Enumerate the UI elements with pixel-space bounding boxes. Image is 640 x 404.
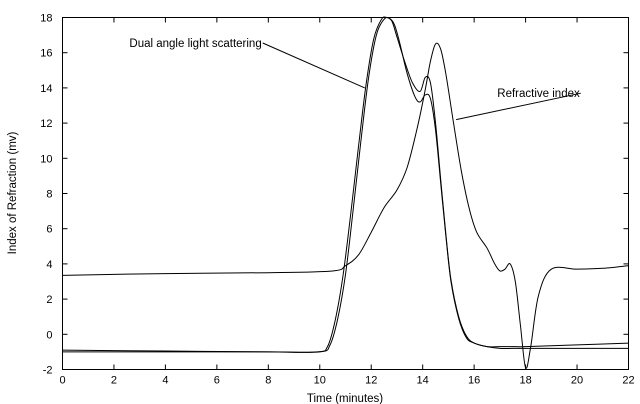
series-line-refractive-index	[62, 42, 629, 369]
annotation-label: Dual angle light scattering	[129, 38, 261, 50]
y-tick-label: 16	[40, 48, 52, 60]
x-axis: 0 2 4 6 8 10 12 14 16 18 20 22	[59, 17, 635, 387]
x-tick-label: 8	[265, 375, 271, 387]
x-tick-label: 10	[314, 375, 326, 387]
annotation-layer: Dual angle light scattering Refractive in…	[129, 38, 581, 121]
x-axis-title: Time (minutes)	[307, 393, 383, 404]
y-axis: -2 0 2 4 6 8 10 12 14 16 18	[40, 13, 629, 377]
y-axis-title: Index of Refraction (mv)	[7, 131, 19, 254]
y-tick-label: 0	[46, 329, 52, 341]
x-tick-label: 12	[365, 375, 377, 387]
x-tick-label: 0	[59, 375, 65, 387]
y-tick-label: 2	[46, 294, 52, 306]
x-tick-label: 2	[111, 375, 117, 387]
series-layer	[62, 16, 629, 369]
y-tick-label: -2	[43, 365, 53, 377]
y-tick-label: 8	[46, 189, 52, 201]
annotation-leader	[262, 42, 365, 89]
y-tick-label: 18	[40, 13, 52, 25]
x-tick-label: 20	[571, 375, 583, 387]
x-tick-label: 18	[519, 375, 531, 387]
series-line-scatter-high	[62, 16, 629, 353]
y-tick-label: 6	[46, 224, 52, 236]
x-tick-label: 6	[214, 375, 220, 387]
x-tick-label: 14	[417, 375, 429, 387]
y-tick-label: 4	[46, 259, 52, 271]
plot-frame	[62, 17, 629, 370]
annotation-label: Refractive index	[497, 88, 580, 100]
series-line-scatter-low	[62, 16, 629, 353]
y-tick-label: 14	[40, 83, 52, 95]
x-tick-label: 4	[162, 375, 168, 387]
annotation-leader	[456, 92, 581, 121]
x-tick-label: 16	[468, 375, 480, 387]
y-tick-label: 12	[40, 118, 52, 130]
x-tick-label: 22	[622, 375, 634, 387]
y-tick-label: 10	[40, 153, 52, 165]
